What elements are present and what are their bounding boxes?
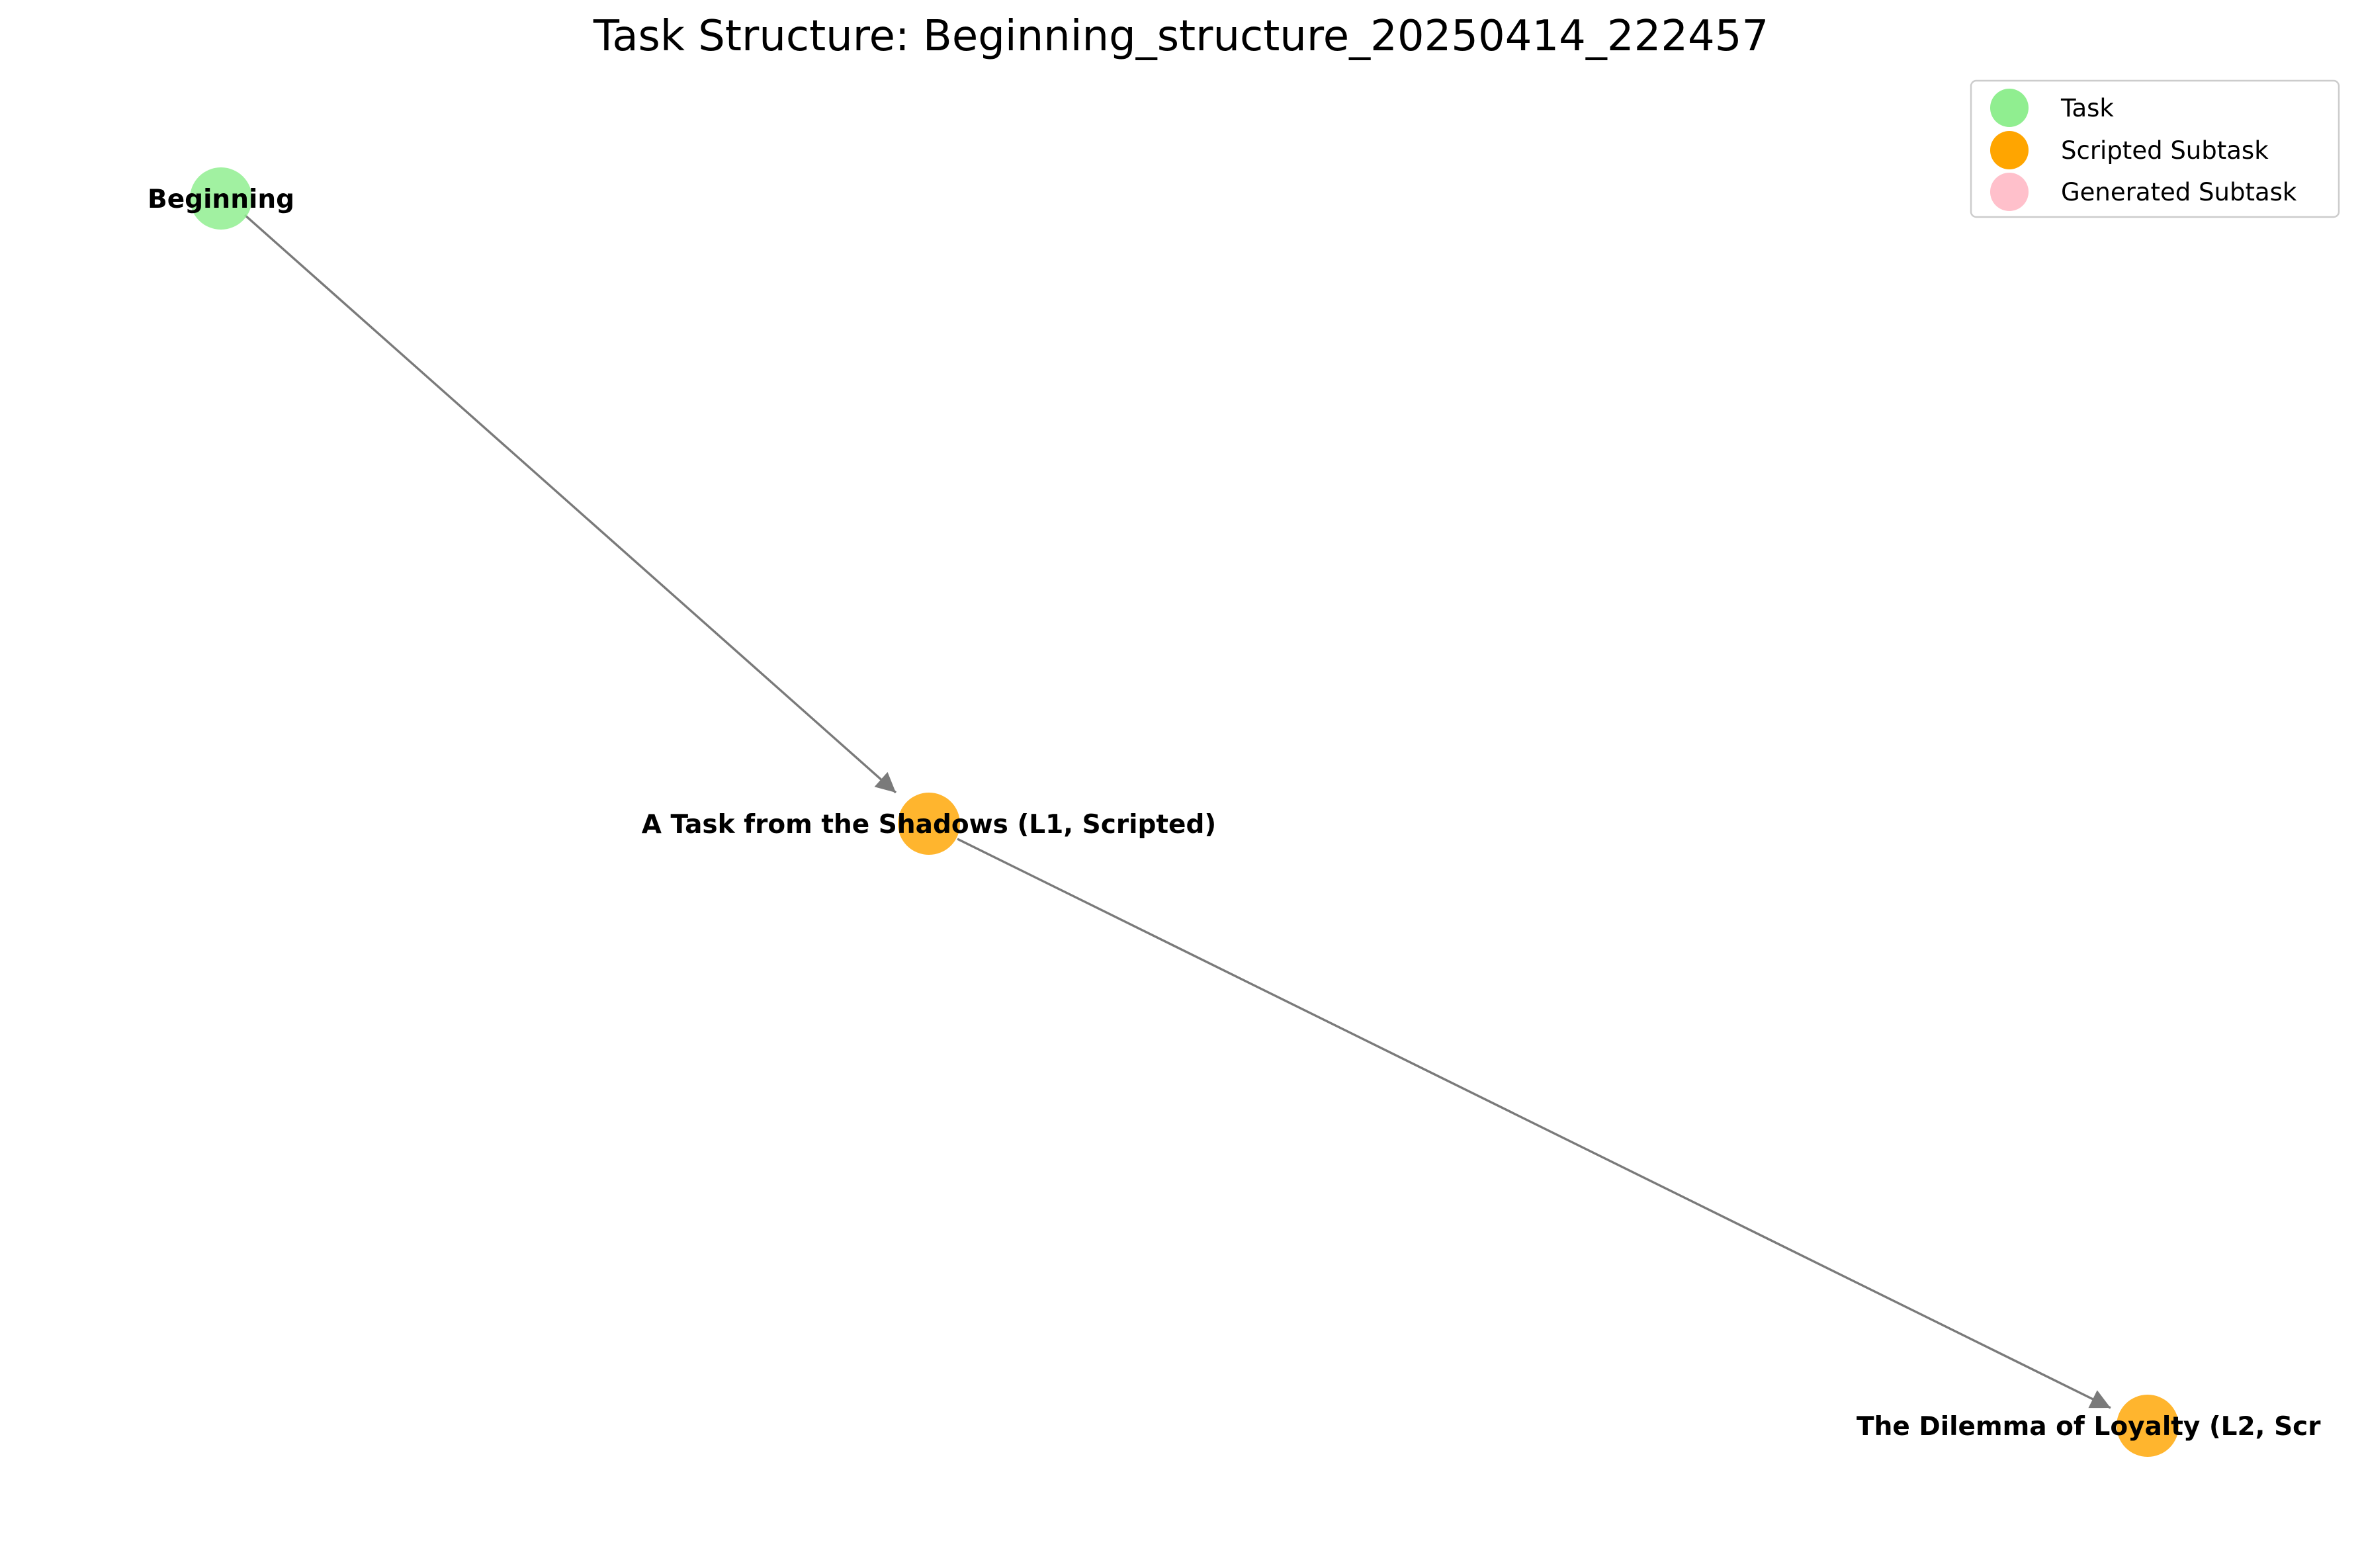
node-beginning-circle	[190, 167, 252, 230]
legend-scripted-label: Scripted Subtask	[2061, 136, 2269, 165]
legend-scripted-marker	[1990, 131, 2029, 169]
nodes-layer: Beginning A Task from the Shadows (L1, S…	[148, 167, 2321, 1457]
node-loyalty-circle	[2117, 1395, 2179, 1457]
node-loyalty-label: The Dilemma of Loyalty (L2, Scr	[1857, 1412, 2321, 1442]
diagram-title: Task Structure: Beginning_structure_2025…	[593, 12, 1769, 61]
legend-item-task: Task	[1990, 89, 2114, 127]
legend-task-label: Task	[2060, 94, 2114, 122]
legend-item-scripted: Scripted Subtask	[1990, 131, 2269, 169]
node-shadows-circle	[898, 793, 960, 855]
legend-frame	[1970, 79, 2340, 218]
node-beginning-label: Beginning	[148, 185, 294, 214]
node-loyalty[interactable]: The Dilemma of Loyalty (L2, Scr	[1857, 1395, 2321, 1457]
legend-generated-marker	[1990, 173, 2029, 211]
edges-layer	[243, 214, 2111, 1409]
legend: Task Scripted Subtask Generated Subtask	[1970, 79, 2340, 218]
node-shadows[interactable]: A Task from the Shadows (L1, Scripted)	[642, 793, 1217, 855]
edge-shadows-to-loyalty	[957, 838, 2111, 1409]
node-beginning[interactable]: Beginning	[148, 167, 294, 230]
legend-task-marker	[1990, 89, 2029, 127]
edge-beginning-to-shadows	[243, 214, 897, 794]
legend-generated-label: Generated Subtask	[2061, 178, 2297, 206]
node-shadows-label: A Task from the Shadows (L1, Scripted)	[642, 810, 1217, 840]
legend-item-generated: Generated Subtask	[1990, 173, 2297, 211]
